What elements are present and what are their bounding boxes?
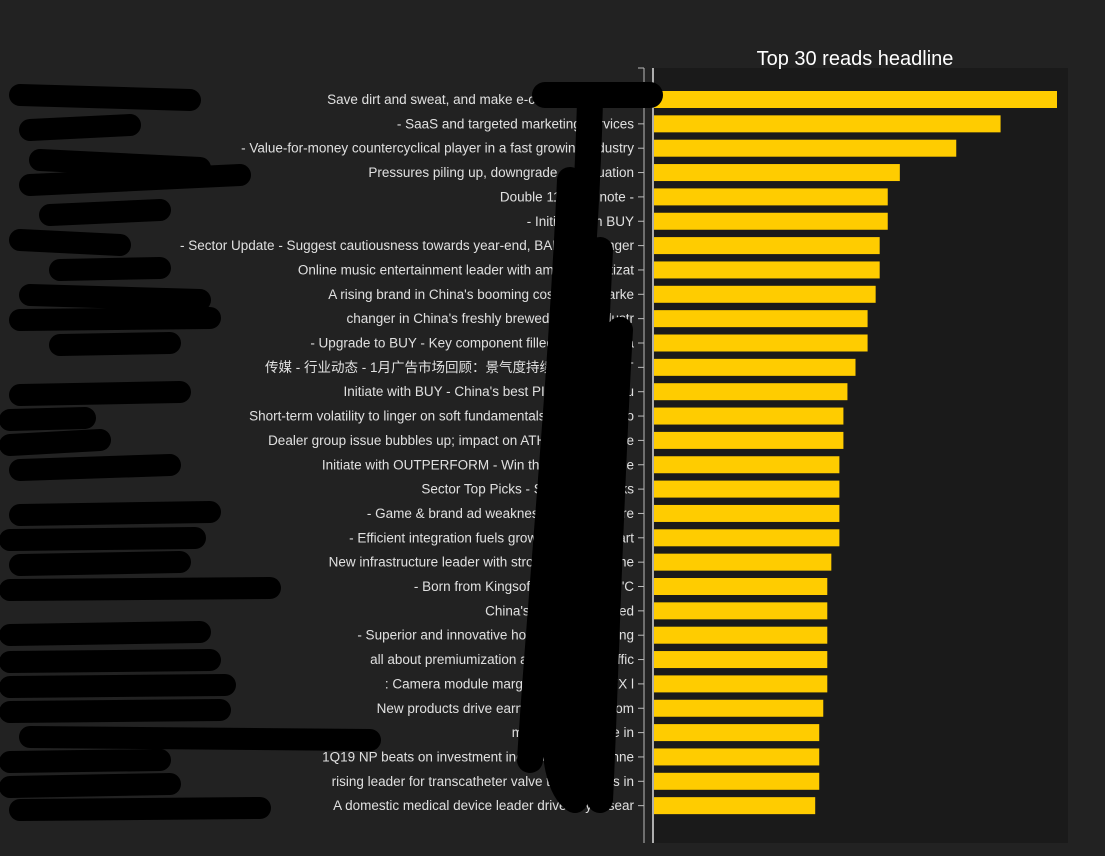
bar [654, 334, 868, 352]
bar [654, 383, 848, 401]
bar [654, 456, 840, 474]
bar [654, 651, 828, 669]
y-tick-label: - Value-for-money countercyclical player… [241, 141, 634, 156]
y-tick-label: Online music entertainment leader with a… [298, 262, 634, 277]
bar [654, 699, 824, 717]
bar [654, 261, 880, 279]
bar [654, 164, 900, 182]
bar [654, 358, 856, 376]
bar [654, 212, 888, 230]
bar [654, 553, 832, 571]
chart-title: Top 30 reads headline [757, 48, 954, 70]
bars-group [654, 91, 1057, 815]
bar [654, 407, 844, 425]
bar [654, 310, 868, 328]
bar [654, 772, 820, 790]
bar [654, 504, 840, 522]
y-tick-label: Short-term volatility to linger on soft … [249, 409, 634, 424]
bar [654, 529, 840, 547]
redaction-scribbles [0, 82, 663, 821]
redaction-scribble-vertical [517, 82, 663, 813]
bar [654, 748, 820, 766]
bar [654, 480, 840, 498]
bar [654, 626, 828, 644]
bar [654, 675, 828, 693]
bar [654, 578, 828, 595]
bar [654, 91, 1057, 108]
y-tick-label: - Sector Update - Suggest cautiousness t… [180, 238, 634, 253]
bar [654, 188, 888, 206]
bar [654, 139, 957, 157]
y-tick-label: - SaaS and targeted marketing services [397, 116, 634, 131]
bar [654, 115, 1001, 133]
bar [654, 237, 880, 255]
bar [654, 724, 820, 742]
bar [654, 285, 876, 303]
y-tick-label: 传媒 - 行业动态 - 1月广告市场回顾：景气度持续低迷，梯媒广 [265, 359, 634, 375]
bar [654, 431, 844, 449]
bar [654, 797, 816, 815]
redaction-scribble [0, 84, 381, 821]
bar [654, 602, 828, 620]
